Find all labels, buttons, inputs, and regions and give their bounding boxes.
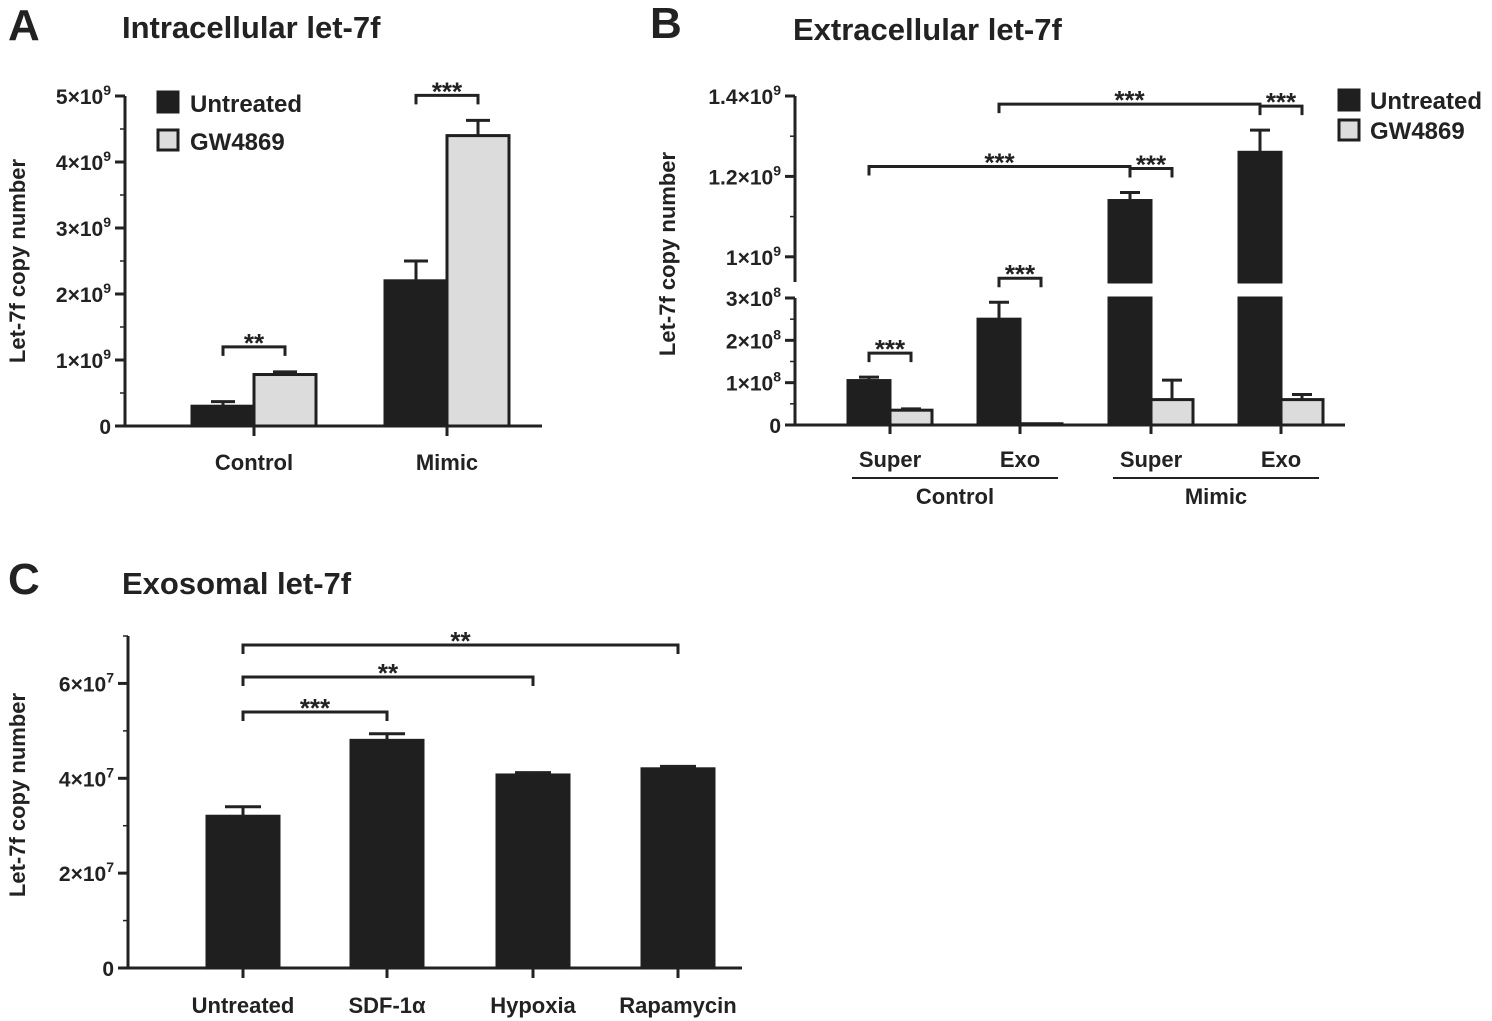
y-tick-label: 1×109 bbox=[56, 346, 111, 373]
legend-swatch-untreated bbox=[156, 90, 180, 114]
bar-untreated-exo-control bbox=[976, 317, 1022, 427]
significance-bracket bbox=[997, 276, 1043, 288]
group-label: Control bbox=[916, 484, 994, 509]
bar-untreated-super-mimic-upper bbox=[1107, 199, 1153, 284]
significance-label: *** bbox=[432, 76, 463, 106]
legend-label: GW4869 bbox=[190, 129, 285, 156]
y-tick-label: 5×109 bbox=[56, 82, 111, 109]
significance-label: *** bbox=[300, 693, 331, 723]
chart-a: 0 1×109 2×109 3×109 4×109 5×109 Let-7f copy nu… bbox=[5, 76, 542, 475]
bar-gw4869-exo-mimic bbox=[1279, 398, 1325, 427]
panel-a-title: Intracellular let-7f bbox=[122, 10, 381, 45]
bar-untreated-super-mimic-lower bbox=[1107, 296, 1153, 427]
significance-label: *** bbox=[1114, 85, 1145, 115]
chart-b: 0 1×108 2×108 3×108 1×109 1.2×109 1.4×109 Let-7… bbox=[655, 82, 1482, 509]
bar-sdf-1α bbox=[349, 738, 425, 970]
bar-gw4869-exo-control bbox=[1018, 422, 1064, 427]
x-category-label: Untreated bbox=[192, 993, 295, 1018]
y-tick-label: 6×107 bbox=[59, 669, 114, 696]
bar-untreated-mimic bbox=[383, 279, 449, 428]
x-category-label: Super bbox=[1120, 447, 1183, 472]
significance-bracket bbox=[241, 710, 389, 721]
y-axis-label: Let-7f copy number bbox=[5, 692, 30, 897]
y-tick-label: 3×108 bbox=[726, 284, 781, 311]
x-category-label: Rapamycin bbox=[619, 993, 736, 1018]
significance-label: ** bbox=[244, 328, 265, 358]
significance-bracket bbox=[241, 675, 535, 686]
x-category-label: Exo bbox=[1000, 447, 1040, 472]
y-axis-label: Let-7f copy number bbox=[655, 151, 680, 356]
legend-label: GW4869 bbox=[1370, 118, 1465, 145]
legend-swatch-untreated bbox=[1337, 88, 1361, 112]
bar-gw4869-mimic bbox=[445, 134, 511, 428]
y-tick-label: 1×109 bbox=[726, 243, 781, 270]
bar-gw4869-super-control bbox=[888, 408, 934, 427]
bar-untreated-exo-mimic-upper bbox=[1237, 150, 1283, 284]
x-category-label: Mimic bbox=[416, 450, 478, 475]
y-axis-label: Let-7f copy number bbox=[5, 158, 30, 363]
bar-untreated-control bbox=[190, 404, 256, 428]
y-tick-label: 1×108 bbox=[726, 369, 781, 396]
x-category-label: Exo bbox=[1261, 447, 1301, 472]
y-tick-label: 0 bbox=[102, 958, 114, 981]
x-category-label: Super bbox=[859, 447, 922, 472]
significance-label: *** bbox=[1136, 149, 1167, 179]
significance-label: ** bbox=[450, 626, 471, 656]
y-tick-label: 2×107 bbox=[59, 859, 114, 886]
significance-label: *** bbox=[875, 334, 906, 364]
bar-gw4869-control bbox=[252, 373, 318, 428]
y-tick-label: 4×107 bbox=[59, 764, 114, 791]
y-tick-label: 4×109 bbox=[56, 148, 111, 175]
significance-bracket bbox=[997, 102, 1262, 114]
group-label: Mimic bbox=[1185, 484, 1247, 509]
x-category-label: Control bbox=[215, 450, 293, 475]
x-category-label: Hypoxia bbox=[490, 993, 576, 1018]
bar-untreated-super-control bbox=[846, 379, 892, 427]
legend-swatch-gw4869 bbox=[156, 128, 180, 152]
bar-untreated-exo-mimic-lower bbox=[1237, 296, 1283, 427]
panel-a-label: A bbox=[8, 1, 40, 50]
y-tick-label: 0 bbox=[99, 416, 111, 439]
significance-bracket bbox=[241, 643, 680, 654]
y-tick-label: 1.2×109 bbox=[708, 162, 781, 189]
significance-bracket bbox=[867, 351, 913, 363]
significance-bracket bbox=[414, 93, 480, 105]
significance-label: *** bbox=[984, 147, 1015, 177]
legend-label: Untreated bbox=[190, 91, 302, 118]
significance-label: *** bbox=[1005, 259, 1036, 289]
panel-c-label: C bbox=[8, 555, 40, 604]
y-tick-label: 0 bbox=[769, 415, 781, 438]
significance-bracket bbox=[221, 345, 287, 356]
legend-swatch-gw4869 bbox=[1337, 118, 1361, 142]
panel-b-label: B bbox=[650, 0, 682, 48]
y-tick-label: 1.4×109 bbox=[708, 82, 781, 109]
significance-label: *** bbox=[1266, 87, 1297, 117]
bar-hypoxia bbox=[495, 773, 571, 970]
panel-c-title: Exosomal let-7f bbox=[122, 566, 352, 601]
bar-rapamycin bbox=[640, 767, 716, 970]
significance-bracket bbox=[867, 164, 1132, 176]
panel-b-title: Extracellular let-7f bbox=[793, 12, 1062, 47]
y-tick-label: 3×109 bbox=[56, 214, 111, 241]
x-category-label: SDF-1α bbox=[348, 993, 426, 1018]
legend-label: Untreated bbox=[1370, 88, 1482, 115]
y-tick-label: 2×109 bbox=[56, 280, 111, 307]
significance-label: ** bbox=[378, 658, 399, 688]
bar-gw4869-super-mimic bbox=[1149, 398, 1195, 427]
chart-c: 0 2×107 4×107 6×107 Let-7f copy number Untrea… bbox=[5, 626, 742, 1018]
y-tick-label: 2×108 bbox=[726, 326, 781, 353]
bar-untreated bbox=[205, 814, 281, 970]
